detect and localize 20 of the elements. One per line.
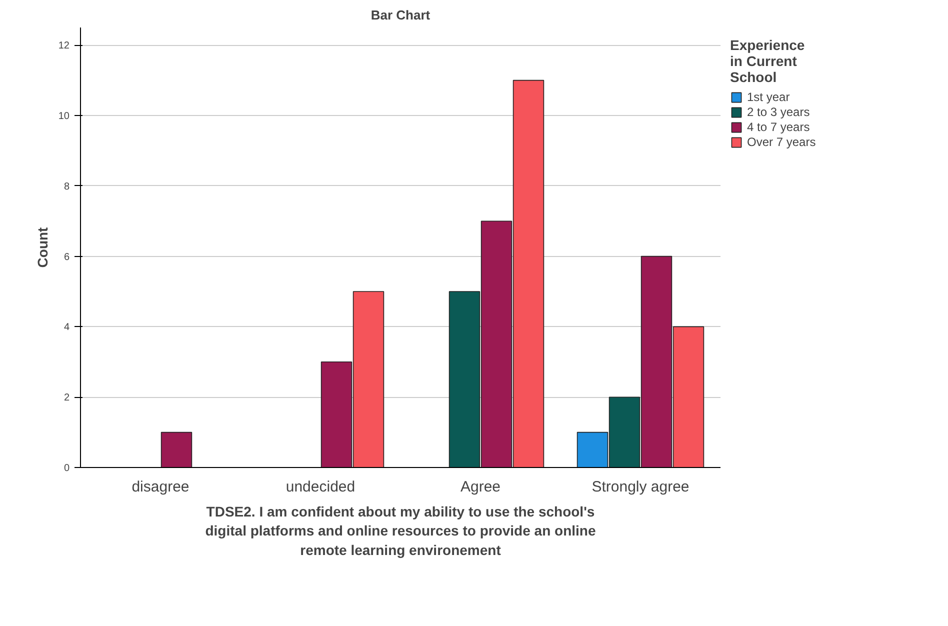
- y-tick-label: 4: [64, 322, 70, 334]
- legend-label: 4 to 7 years: [747, 120, 810, 134]
- bar: [160, 432, 192, 468]
- legend-title: Experience in Current School: [730, 37, 806, 85]
- x-tick-label: Strongly agree: [592, 478, 690, 496]
- x-tick-label: disagree: [132, 478, 190, 496]
- legend-label: 2 to 3 years: [747, 105, 810, 119]
- y-tick-label: 10: [58, 111, 70, 122]
- y-tick-label: 0: [64, 463, 70, 474]
- legend-label: Over 7 years: [747, 135, 816, 149]
- y-tick-label: 6: [64, 252, 70, 263]
- chart-title: Bar Chart: [370, 8, 431, 22]
- x-axis-title: TDSE2. I am confident about my ability to use the school's digital platforms and online resources to provide an online remote learning environement: [205, 504, 596, 558]
- y-tick-label: 12: [58, 40, 70, 52]
- x-tick-label: Agree: [460, 478, 501, 496]
- y-tick-label: 8: [64, 181, 70, 192]
- y-tick-label: 2: [64, 392, 70, 404]
- legend-label: 1st year: [747, 90, 790, 104]
- y-axis-title: Count: [34, 226, 50, 268]
- x-tick-label: undecided: [286, 478, 356, 496]
